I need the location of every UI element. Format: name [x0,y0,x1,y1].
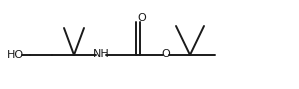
Text: NH: NH [93,49,109,59]
Text: O: O [162,49,170,59]
Text: O: O [138,13,147,23]
Text: HO: HO [7,50,24,60]
